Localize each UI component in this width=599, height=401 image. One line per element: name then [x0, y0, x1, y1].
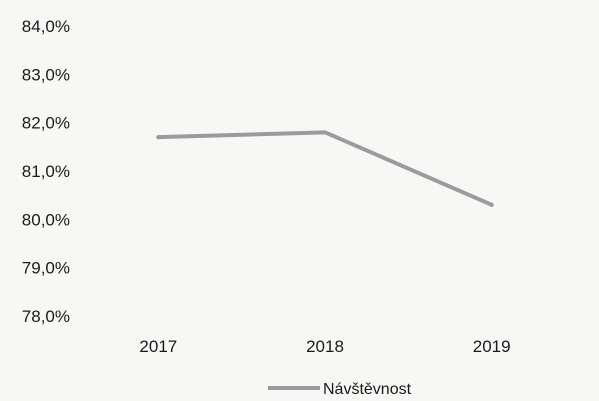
- data-point: [489, 202, 494, 207]
- x-tick-label: 2018: [306, 337, 344, 356]
- y-tick-label: 79,0%: [22, 259, 70, 278]
- series-layer: [156, 130, 494, 207]
- y-tick-label: 78,0%: [22, 307, 70, 326]
- data-point: [156, 135, 161, 140]
- series-line: [156, 130, 494, 207]
- x-tick-label: 2017: [139, 337, 177, 356]
- x-tick-label: 2019: [473, 337, 511, 356]
- y-tick-label: 83,0%: [22, 65, 70, 84]
- y-tick-label: 84,0%: [22, 17, 70, 36]
- data-point: [323, 130, 327, 135]
- legend-label-navstevnost: Návštěvnost: [323, 381, 412, 398]
- y-tick-label: 82,0%: [22, 114, 70, 133]
- x-axis: 2017 2018 2019: [139, 337, 510, 356]
- y-tick-label: 81,0%: [22, 162, 70, 181]
- y-tick-label: 80,0%: [22, 210, 70, 229]
- y-axis: 78,0% 79,0% 80,0% 81,0% 82,0% 83,0% 84,0%: [22, 17, 70, 326]
- legend: Návštěvnost: [268, 381, 412, 398]
